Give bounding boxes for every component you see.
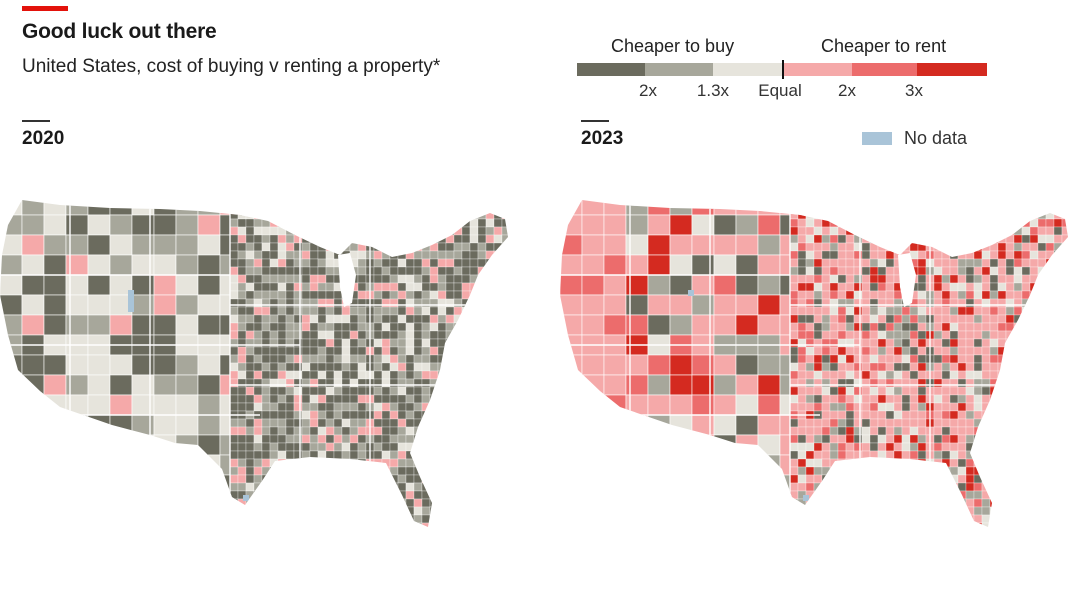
legend-tick-rent-3x: 3x	[905, 81, 923, 100]
map-svg-2020	[0, 200, 508, 527]
legend-heading-rent: Cheaper to rent	[821, 36, 947, 56]
legend-swatch-rent-2x	[852, 63, 917, 76]
no-data-label: No data	[904, 128, 968, 148]
us-county-map-2023	[560, 195, 1076, 530]
panel-rule-2020	[22, 120, 50, 122]
legend-tick-equal: Equal	[758, 81, 802, 100]
no-data-legend: No data	[862, 128, 967, 149]
chart-subtitle: United States, cost of buying v renting …	[22, 56, 441, 77]
legend-swatch-rent-mild	[782, 63, 852, 76]
county-mosaic	[560, 200, 1068, 527]
legend-tick-buy-1-3x: 1.3x	[696, 81, 730, 100]
us-county-map-2020	[0, 195, 520, 530]
chart-title: Good luck out there	[22, 20, 217, 43]
great-lakes	[898, 253, 916, 307]
county-mosaic	[0, 200, 508, 527]
legend-tick-buy-2x: 2x	[639, 81, 657, 100]
no-data-swatch	[862, 132, 892, 145]
color-legend: Cheaper to buy Cheaper to rent 2x 1.3x E…	[577, 36, 987, 106]
panel-label-2020: 2020	[22, 128, 65, 149]
great-lakes	[338, 253, 356, 307]
legend-swatch-buy-2x	[577, 63, 645, 76]
legend-swatch-buy-1-3x	[645, 63, 713, 76]
legend-swatch-equal	[713, 63, 782, 76]
legend-tick-rent-2x: 2x	[838, 81, 856, 100]
accent-bar	[22, 6, 68, 11]
legend-equal-divider	[782, 60, 784, 79]
legend-color-bar	[577, 63, 987, 76]
legend-swatch-rent-3x	[917, 63, 987, 76]
legend-heading-buy: Cheaper to buy	[611, 36, 735, 56]
map-svg-2023	[560, 200, 1068, 527]
panel-rule-2023	[581, 120, 609, 122]
panel-label-2023: 2023	[581, 128, 624, 149]
